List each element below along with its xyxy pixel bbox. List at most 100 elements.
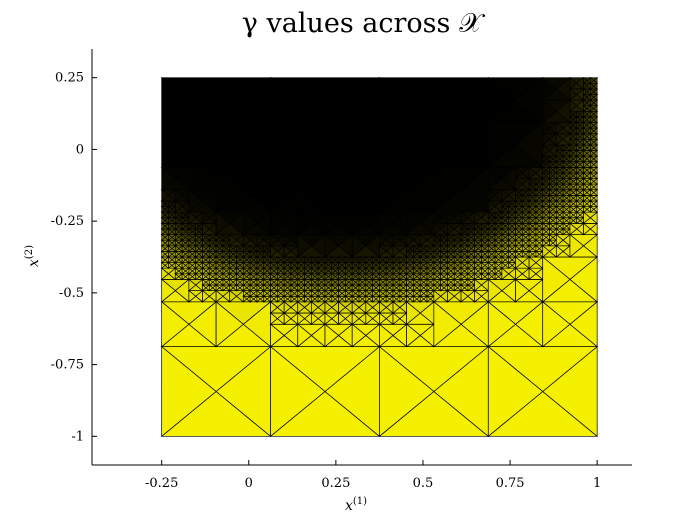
mesh-cell-2535: [555, 233, 564, 247]
mesh-cell-3039: [562, 160, 568, 169]
mesh-cell-2395: [494, 222, 500, 230]
mesh-cell-547: [174, 222, 180, 230]
mesh-cell-1911: [379, 233, 387, 247]
mesh-cell-2315: [508, 233, 513, 241]
mesh-cell-2203: [487, 261, 493, 269]
mesh-cell-751: [188, 166, 204, 191]
mesh-cell-3243: [590, 116, 595, 124]
mesh-cell-527: [168, 228, 173, 236]
mesh-cell-871: [283, 289, 289, 297]
mesh-cell-867: [290, 295, 295, 303]
mesh-cell-159: [208, 256, 214, 264]
mesh-cell-539: [174, 228, 180, 236]
mesh-cell-3107: [576, 149, 581, 157]
mesh-cell-1391: [351, 233, 367, 258]
mesh-cell-2227: [501, 256, 506, 264]
mesh-cell-2651: [508, 200, 513, 208]
mesh-cell-1271: [324, 256, 329, 264]
mesh-cell-3007: [583, 166, 588, 174]
mesh-cell-195: [229, 278, 234, 286]
mesh-cell-1771: [474, 278, 483, 292]
mesh-cell-2819: [562, 189, 568, 197]
mesh-cell-3171: [590, 138, 595, 146]
mesh-cell-331: [242, 273, 248, 281]
x-tick-label-0: -0.25: [145, 476, 178, 491]
mesh-cell-1791: [447, 273, 452, 281]
mesh-cell-1263: [324, 261, 329, 269]
mesh-cell-2791: [542, 194, 547, 202]
mesh-cell-667: [242, 250, 248, 258]
mesh-cell-1943: [419, 245, 425, 253]
mesh-cell-2807: [555, 194, 561, 202]
mesh-cell-1627: [392, 261, 397, 269]
mesh-cell-1711: [447, 289, 455, 303]
mesh-cell-2951: [569, 183, 574, 191]
mesh-cell-3315: [590, 76, 595, 85]
mesh-cell-2047: [474, 250, 479, 258]
mesh-cell-2787: [562, 200, 568, 208]
mesh-cell-3223: [569, 116, 574, 124]
mesh-cell-3031: [549, 155, 554, 163]
mesh-cell-1423: [406, 323, 421, 348]
mesh-cell-2751: [515, 166, 523, 180]
mesh-cell-3143: [542, 121, 551, 135]
mesh-cell-783: [270, 301, 278, 314]
mesh-cell-579: [174, 211, 180, 219]
mesh-cell-1539: [419, 289, 425, 297]
mesh-cell-307: [215, 256, 221, 264]
mesh-cell-1239: [324, 267, 329, 275]
mesh-cell-2739: [535, 183, 540, 191]
mesh-cell-2907: [562, 183, 568, 191]
y-tick-label-1: 0: [76, 142, 84, 157]
mesh-cell-1083: [304, 256, 309, 264]
mesh-cell-2495: [528, 217, 534, 225]
mesh-cell-2943: [555, 166, 561, 174]
mesh-cell-559: [168, 217, 173, 225]
mesh-cell-543: [181, 228, 187, 236]
mesh-cell-951: [297, 278, 302, 286]
mesh-cell-2199: [501, 267, 510, 281]
mesh-cell-2915: [562, 177, 568, 185]
mesh-cell-291: [229, 267, 234, 275]
mesh-cell-1519: [413, 295, 418, 303]
mesh-cell-2895: [542, 177, 547, 185]
mesh-cell-2587: [549, 211, 554, 219]
mesh-cell-411: [174, 250, 180, 258]
mesh-cell-43: [208, 278, 214, 286]
mesh-cell-2427: [494, 211, 500, 219]
mesh-cell-1119: [338, 295, 343, 303]
mesh-cell-443: [174, 239, 180, 247]
mesh-cell-1551: [413, 284, 418, 292]
mesh-cell-523: [161, 228, 166, 236]
mesh-cell-1167: [351, 295, 357, 303]
mesh-cell-1927: [406, 245, 411, 253]
mesh-cell-2211: [487, 256, 493, 264]
mesh-cell-2407: [501, 222, 506, 230]
mesh-cell-2231: [508, 256, 513, 264]
mesh-cell-483: [202, 245, 207, 253]
mesh-cell-3211: [590, 121, 595, 129]
mesh-cell-2419: [494, 217, 500, 225]
mesh-cell-3127: [583, 144, 588, 152]
axes: [91, 49, 632, 466]
mesh-cell-1035: [290, 256, 295, 264]
mesh-cell-2347: [535, 245, 540, 253]
mesh-cell-423: [181, 245, 187, 253]
mesh-cell-2959: [569, 177, 574, 185]
mesh-cell-499: [188, 233, 193, 241]
mesh-cell-1663: [426, 273, 432, 281]
mesh-cell-2687: [528, 200, 534, 208]
mesh-cell-1443: [406, 301, 421, 325]
mesh-cell-75: [161, 256, 166, 264]
mesh-cell-475: [202, 250, 207, 258]
mesh-cell-2411: [508, 222, 513, 230]
mesh-cell-315: [229, 261, 234, 269]
mesh-cell-563: [161, 211, 166, 219]
mesh-cell-2887: [542, 183, 547, 191]
mesh-cell-1111: [324, 289, 329, 297]
mesh-cell-763: [270, 345, 326, 438]
mesh-cell-2799: [542, 189, 547, 197]
mesh-cell-227: [256, 289, 261, 297]
mesh-cell-1743: [453, 278, 459, 286]
mesh-cell-3035: [555, 160, 561, 169]
